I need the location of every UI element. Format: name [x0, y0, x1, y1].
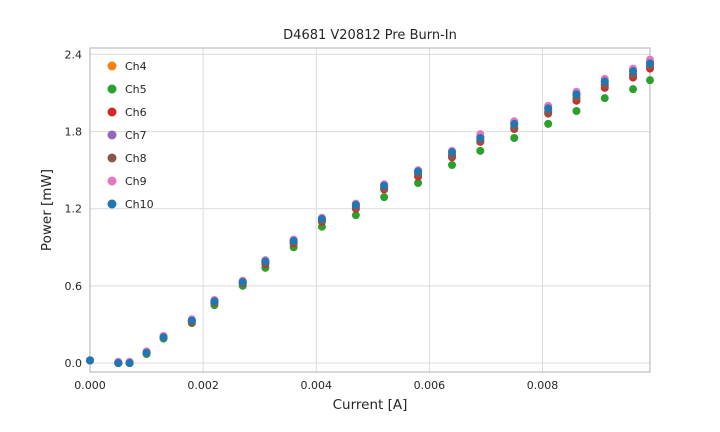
scatter-point [351, 200, 360, 209]
legend-marker [107, 107, 117, 117]
x-tick-label: 0.000 [74, 379, 106, 392]
y-tick-label: 1.2 [65, 203, 83, 216]
x-tick-label: 0.004 [301, 379, 333, 392]
scatter-point [317, 215, 326, 223]
scatter-point [261, 257, 270, 266]
legend-item-label: Ch5 [125, 83, 147, 96]
legend-marker [107, 130, 117, 140]
chart-layer: 0.000 0.002 0.004 0.006 0.008 0.0 0.6 1.2 1.8 2.4… [65, 47, 654, 392]
x-axis-label: Current [A] [333, 397, 408, 413]
scatter-point [210, 297, 219, 306]
x-tick-label: 0.006 [414, 379, 446, 392]
scatter-point [510, 134, 519, 142]
scatter-point [414, 167, 423, 176]
scatter-point [380, 193, 389, 202]
scatter-point [476, 146, 485, 155]
legend-item-label: Ch6 [125, 106, 147, 119]
scatter-point [646, 59, 654, 68]
legend-item-label: Ch9 [125, 175, 147, 188]
scatter-point [114, 359, 123, 367]
scatter-point [600, 94, 609, 103]
scatter-point [629, 67, 638, 76]
y-axis-label: Power [mW] [39, 169, 55, 251]
scatter-point [351, 211, 360, 220]
scatter-point [380, 181, 389, 190]
scatter-point [544, 119, 553, 128]
scatter-point [187, 316, 196, 325]
scatter-point [646, 76, 654, 85]
scatter-point [448, 161, 457, 169]
legend-item-label: Ch10 [125, 198, 154, 211]
scatter-point [142, 348, 151, 357]
legend-item-label: Ch4 [125, 60, 147, 73]
scatter-point [572, 90, 581, 99]
legend-marker [107, 153, 117, 163]
legend-marker [107, 199, 117, 209]
scatter-point [159, 333, 168, 342]
scatter-point [125, 359, 134, 367]
chart-title: D4681 V20812 Pre Burn-In [283, 28, 457, 43]
legend-marker [107, 84, 117, 94]
x-tick-label: 0.008 [527, 379, 559, 392]
y-tick-label: 0.6 [65, 280, 83, 293]
y-tick-label: 1.8 [65, 126, 83, 139]
plot-border [89, 47, 651, 373]
scatter-point [448, 148, 457, 157]
y-tick-label: 2.4 [65, 48, 83, 61]
y-tick-label: 0.0 [65, 357, 83, 370]
legend-item-label: Ch8 [125, 152, 147, 165]
scatter-point [238, 278, 247, 286]
scatter-point [572, 107, 581, 115]
legend-item-label: Ch7 [125, 129, 147, 142]
scatter-point [600, 77, 609, 86]
legend-marker [107, 176, 117, 186]
scatter-point [86, 356, 94, 365]
legend-marker [107, 61, 117, 71]
scatter-point [510, 119, 519, 128]
scatter-point [544, 104, 553, 113]
scatter-point [289, 236, 298, 245]
scatter-point [476, 134, 485, 142]
scatter-point [414, 179, 423, 187]
scatter-point [629, 85, 638, 94]
x-tick-label: 0.002 [187, 379, 219, 392]
